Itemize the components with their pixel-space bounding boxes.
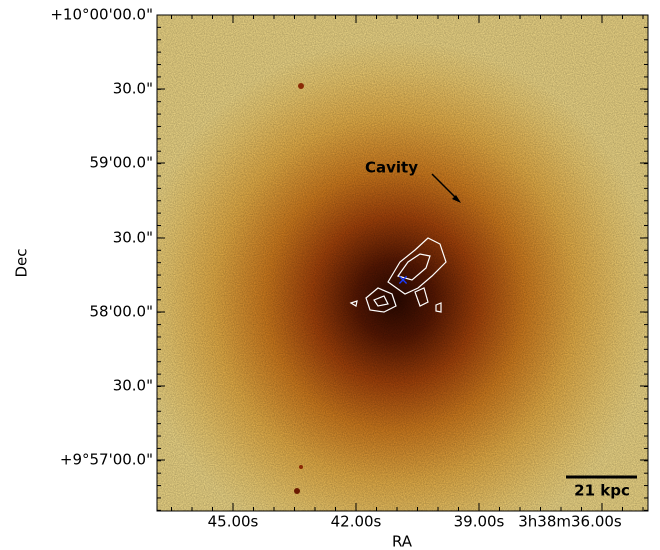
ticks	[157, 14, 648, 511]
contours	[349, 237, 447, 313]
image	[157, 15, 648, 511]
x-axis-label: RA	[392, 533, 413, 550]
y-tick-label: +9°57'00.0"	[60, 451, 153, 469]
y-tick-label: 58'00.0"	[89, 303, 153, 321]
y-tick-label: 30.0"	[113, 377, 153, 395]
y-tick-label: 59'00.0"	[89, 154, 153, 172]
x-tick-label: 45.00s	[208, 513, 259, 531]
x-tick-label: 42.00s	[331, 513, 382, 531]
y-axis-label: Dec	[13, 248, 31, 277]
y-tick-label: 30.0"	[113, 80, 153, 98]
y-tick-label: 30.0"	[113, 229, 153, 247]
center-marker: ✕	[397, 273, 409, 289]
y-tick-label: +10°00'00.0"	[50, 6, 153, 24]
x-tick-label: 3h38m36.00s	[518, 513, 622, 531]
cavity-arrowhead	[452, 195, 461, 203]
x-tick-label: 39.00s	[454, 513, 505, 531]
cavity-label: Cavity	[365, 159, 418, 177]
scale-bar-label: 21 kpc	[574, 482, 630, 500]
